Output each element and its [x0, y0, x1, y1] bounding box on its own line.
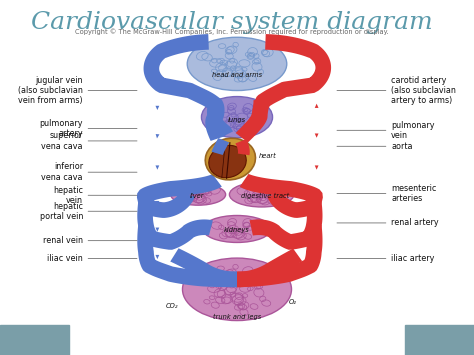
- Polygon shape: [207, 98, 233, 137]
- Text: inferior
vena cava: inferior vena cava: [41, 163, 83, 182]
- Text: O₂: O₂: [289, 300, 297, 305]
- Ellipse shape: [203, 215, 271, 242]
- Text: mesenteric
arteries: mesenteric arteries: [391, 184, 437, 203]
- Ellipse shape: [187, 37, 287, 91]
- Polygon shape: [249, 202, 322, 250]
- Text: aorta: aorta: [391, 142, 412, 151]
- Text: trunk and legs: trunk and legs: [213, 313, 261, 320]
- Polygon shape: [236, 34, 331, 142]
- Polygon shape: [255, 123, 259, 127]
- Polygon shape: [211, 138, 229, 155]
- Ellipse shape: [171, 184, 226, 205]
- Polygon shape: [315, 165, 319, 170]
- Text: Copyright © The McGraw-Hill Companies, Inc. Permission required for reproduction: Copyright © The McGraw-Hill Companies, I…: [75, 29, 389, 35]
- Text: Cardiovascular system diagram: Cardiovascular system diagram: [31, 11, 433, 33]
- Ellipse shape: [205, 138, 255, 180]
- Text: renal vein: renal vein: [43, 236, 83, 245]
- Text: lungs: lungs: [228, 117, 246, 123]
- Polygon shape: [155, 165, 159, 170]
- Text: head and arms: head and arms: [212, 72, 262, 77]
- Polygon shape: [315, 255, 319, 259]
- Polygon shape: [236, 139, 250, 155]
- Polygon shape: [155, 255, 159, 259]
- Polygon shape: [170, 248, 237, 287]
- Bar: [405, 325, 474, 355]
- Text: pulmonary
artery: pulmonary artery: [39, 119, 83, 138]
- Text: liver: liver: [190, 193, 204, 199]
- Text: pulmonary
vein: pulmonary vein: [391, 121, 435, 140]
- Text: carotid artery
(also subclavian
artery to arms): carotid artery (also subclavian artery t…: [391, 76, 456, 105]
- Text: heart: heart: [259, 153, 277, 159]
- Polygon shape: [315, 201, 319, 205]
- Polygon shape: [137, 225, 237, 287]
- Ellipse shape: [229, 182, 294, 207]
- Ellipse shape: [182, 258, 292, 321]
- Polygon shape: [215, 121, 219, 126]
- Text: hepatic
vein: hepatic vein: [53, 186, 83, 205]
- Polygon shape: [315, 104, 319, 108]
- Text: jugular vein
(also subclavian
vein from arms): jugular vein (also subclavian vein from …: [18, 76, 83, 105]
- Ellipse shape: [201, 97, 273, 138]
- Text: CO₂: CO₂: [165, 303, 178, 309]
- Text: kidneys: kidneys: [224, 227, 250, 233]
- Polygon shape: [240, 174, 323, 218]
- Text: digestive tract: digestive tract: [241, 193, 290, 199]
- Polygon shape: [315, 68, 319, 72]
- Polygon shape: [155, 106, 159, 110]
- Polygon shape: [144, 34, 226, 141]
- Polygon shape: [155, 201, 159, 205]
- Polygon shape: [237, 225, 322, 287]
- Polygon shape: [155, 228, 159, 232]
- Text: hepatic
portal vein: hepatic portal vein: [39, 202, 83, 221]
- Polygon shape: [239, 100, 266, 138]
- Polygon shape: [137, 174, 222, 218]
- Ellipse shape: [209, 145, 246, 178]
- Polygon shape: [315, 228, 319, 232]
- Polygon shape: [155, 134, 159, 138]
- Polygon shape: [237, 248, 302, 287]
- Text: iliac artery: iliac artery: [391, 254, 435, 263]
- Polygon shape: [137, 202, 213, 250]
- Polygon shape: [155, 68, 159, 72]
- Text: iliac vein: iliac vein: [47, 254, 83, 263]
- Polygon shape: [315, 133, 319, 138]
- Bar: [0, 325, 69, 355]
- Text: superior
vena cava: superior vena cava: [41, 131, 83, 151]
- Text: renal artery: renal artery: [391, 218, 438, 228]
